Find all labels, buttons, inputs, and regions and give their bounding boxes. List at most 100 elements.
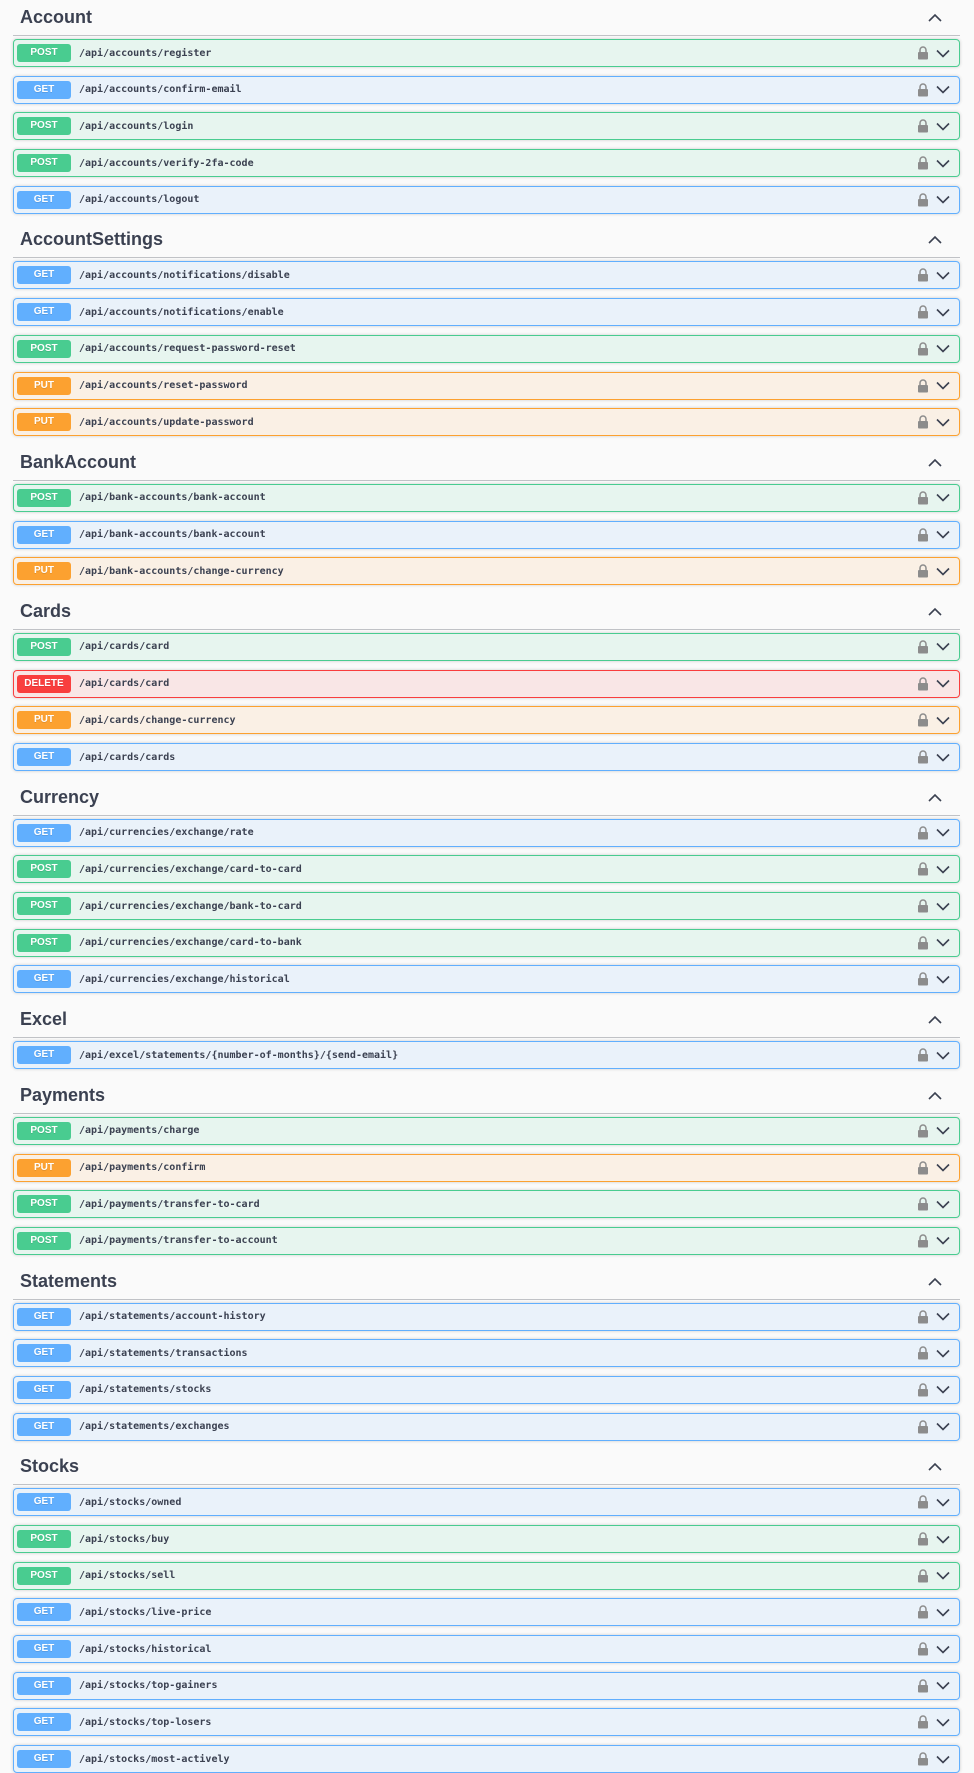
lock-icon[interactable] [916, 712, 930, 728]
chevron-down-icon[interactable] [935, 1494, 951, 1510]
lock-icon[interactable] [916, 1123, 930, 1139]
chevron-down-icon[interactable] [935, 1047, 951, 1063]
operation-row[interactable]: GET /api/accounts/notifications/disable [13, 261, 960, 290]
chevron-down-icon[interactable] [935, 1751, 951, 1767]
operation-row[interactable]: GET /api/accounts/notifications/enable [13, 298, 960, 327]
chevron-up-icon[interactable] [922, 227, 948, 253]
operation-row[interactable]: GET /api/statements/account-history [13, 1302, 960, 1331]
chevron-down-icon[interactable] [935, 378, 951, 394]
operation-row[interactable]: POST /api/accounts/request-password-rese… [13, 334, 960, 363]
lock-icon[interactable] [916, 1678, 930, 1694]
operation-row[interactable]: POST /api/currencies/exchange/bank-to-ca… [13, 892, 960, 921]
chevron-down-icon[interactable] [935, 1531, 951, 1547]
chevron-down-icon[interactable] [935, 935, 951, 951]
lock-icon[interactable] [916, 414, 930, 430]
chevron-down-icon[interactable] [935, 563, 951, 579]
operation-row[interactable]: POST /api/stocks/sell [13, 1561, 960, 1590]
operation-row[interactable]: POST /api/stocks/buy [13, 1525, 960, 1553]
lock-icon[interactable] [916, 1751, 930, 1767]
chevron-down-icon[interactable] [935, 192, 951, 208]
operation-row[interactable]: GET /api/stocks/most-actively [13, 1745, 960, 1773]
lock-icon[interactable] [916, 267, 930, 283]
chevron-down-icon[interactable] [935, 1123, 951, 1139]
tag-header[interactable]: Currency [13, 780, 960, 816]
chevron-down-icon[interactable] [935, 749, 951, 765]
chevron-up-icon[interactable] [922, 1268, 948, 1294]
chevron-down-icon[interactable] [935, 118, 951, 134]
chevron-down-icon[interactable] [935, 1678, 951, 1694]
operation-row[interactable]: POST /api/currencies/exchange/card-to-ca… [13, 855, 960, 884]
operation-row[interactable]: GET /api/currencies/exchange/rate [13, 818, 960, 847]
chevron-down-icon[interactable] [935, 712, 951, 728]
operation-row[interactable]: GET /api/stocks/historical [13, 1635, 960, 1664]
chevron-down-icon[interactable] [935, 1233, 951, 1249]
operation-row[interactable]: GET /api/stocks/live-price [13, 1598, 960, 1627]
chevron-up-icon[interactable] [922, 598, 948, 624]
chevron-up-icon[interactable] [922, 1082, 948, 1108]
lock-icon[interactable] [916, 749, 930, 765]
lock-icon[interactable] [916, 639, 930, 655]
operation-row[interactable]: PUT /api/cards/change-currency [13, 706, 960, 735]
chevron-down-icon[interactable] [935, 155, 951, 171]
operation-row[interactable]: POST /api/currencies/exchange/card-to-ba… [13, 928, 960, 957]
operation-row[interactable]: GET /api/statements/stocks [13, 1375, 960, 1404]
operation-row[interactable]: GET /api/stocks/owned [13, 1488, 960, 1517]
chevron-down-icon[interactable] [935, 304, 951, 320]
lock-icon[interactable] [916, 1382, 930, 1398]
lock-icon[interactable] [916, 341, 930, 357]
lock-icon[interactable] [916, 45, 930, 61]
operation-row[interactable]: POST /api/payments/charge [13, 1116, 960, 1145]
chevron-down-icon[interactable] [935, 1382, 951, 1398]
tag-header[interactable]: Account [13, 0, 960, 36]
lock-icon[interactable] [916, 1568, 930, 1584]
lock-icon[interactable] [916, 1604, 930, 1620]
operation-row[interactable]: POST /api/accounts/login [13, 112, 960, 141]
lock-icon[interactable] [916, 1494, 930, 1510]
lock-icon[interactable] [916, 118, 930, 134]
lock-icon[interactable] [916, 1047, 930, 1063]
lock-icon[interactable] [916, 490, 930, 506]
chevron-down-icon[interactable] [935, 971, 951, 987]
chevron-down-icon[interactable] [935, 825, 951, 841]
chevron-down-icon[interactable] [935, 341, 951, 357]
lock-icon[interactable] [916, 304, 930, 320]
operation-row[interactable]: PUT /api/bank-accounts/change-currency [13, 557, 960, 586]
chevron-down-icon[interactable] [935, 82, 951, 98]
chevron-up-icon[interactable] [922, 1454, 948, 1480]
chevron-down-icon[interactable] [935, 1160, 951, 1176]
operation-row[interactable]: GET /api/accounts/logout [13, 185, 960, 214]
chevron-down-icon[interactable] [935, 1419, 951, 1435]
chevron-down-icon[interactable] [935, 676, 951, 692]
operation-row[interactable]: POST /api/payments/transfer-to-card [13, 1190, 960, 1219]
chevron-down-icon[interactable] [935, 1604, 951, 1620]
operation-row[interactable]: POST /api/cards/card [13, 632, 960, 661]
chevron-down-icon[interactable] [935, 861, 951, 877]
lock-icon[interactable] [916, 192, 930, 208]
operation-row[interactable]: POST /api/bank-accounts/bank-account [13, 483, 960, 512]
operation-row[interactable]: GET /api/accounts/confirm-email [13, 75, 960, 104]
operation-row[interactable]: GET /api/stocks/top-losers [13, 1708, 960, 1737]
lock-icon[interactable] [916, 563, 930, 579]
operation-row[interactable]: PUT /api/accounts/update-password [13, 408, 960, 437]
lock-icon[interactable] [916, 527, 930, 543]
lock-icon[interactable] [916, 1309, 930, 1325]
chevron-down-icon[interactable] [935, 1568, 951, 1584]
lock-icon[interactable] [916, 1233, 930, 1249]
operation-row[interactable]: GET /api/currencies/exchange/historical [13, 965, 960, 994]
chevron-up-icon[interactable] [922, 784, 948, 810]
operation-row[interactable]: PUT /api/payments/confirm [13, 1153, 960, 1182]
chevron-down-icon[interactable] [935, 414, 951, 430]
operation-row[interactable]: GET /api/excel/statements/{number-of-mon… [13, 1041, 960, 1070]
tag-header[interactable]: AccountSettings [13, 222, 960, 259]
lock-icon[interactable] [916, 898, 930, 914]
tag-header[interactable]: Excel [13, 1002, 960, 1039]
chevron-down-icon[interactable] [935, 639, 951, 655]
chevron-down-icon[interactable] [935, 1345, 951, 1361]
chevron-down-icon[interactable] [935, 898, 951, 914]
chevron-down-icon[interactable] [935, 1641, 951, 1657]
chevron-down-icon[interactable] [935, 1714, 951, 1730]
lock-icon[interactable] [916, 676, 930, 692]
lock-icon[interactable] [916, 825, 930, 841]
operation-row[interactable]: GET /api/statements/transactions [13, 1339, 960, 1368]
operation-row[interactable]: GET /api/statements/exchanges [13, 1412, 960, 1441]
